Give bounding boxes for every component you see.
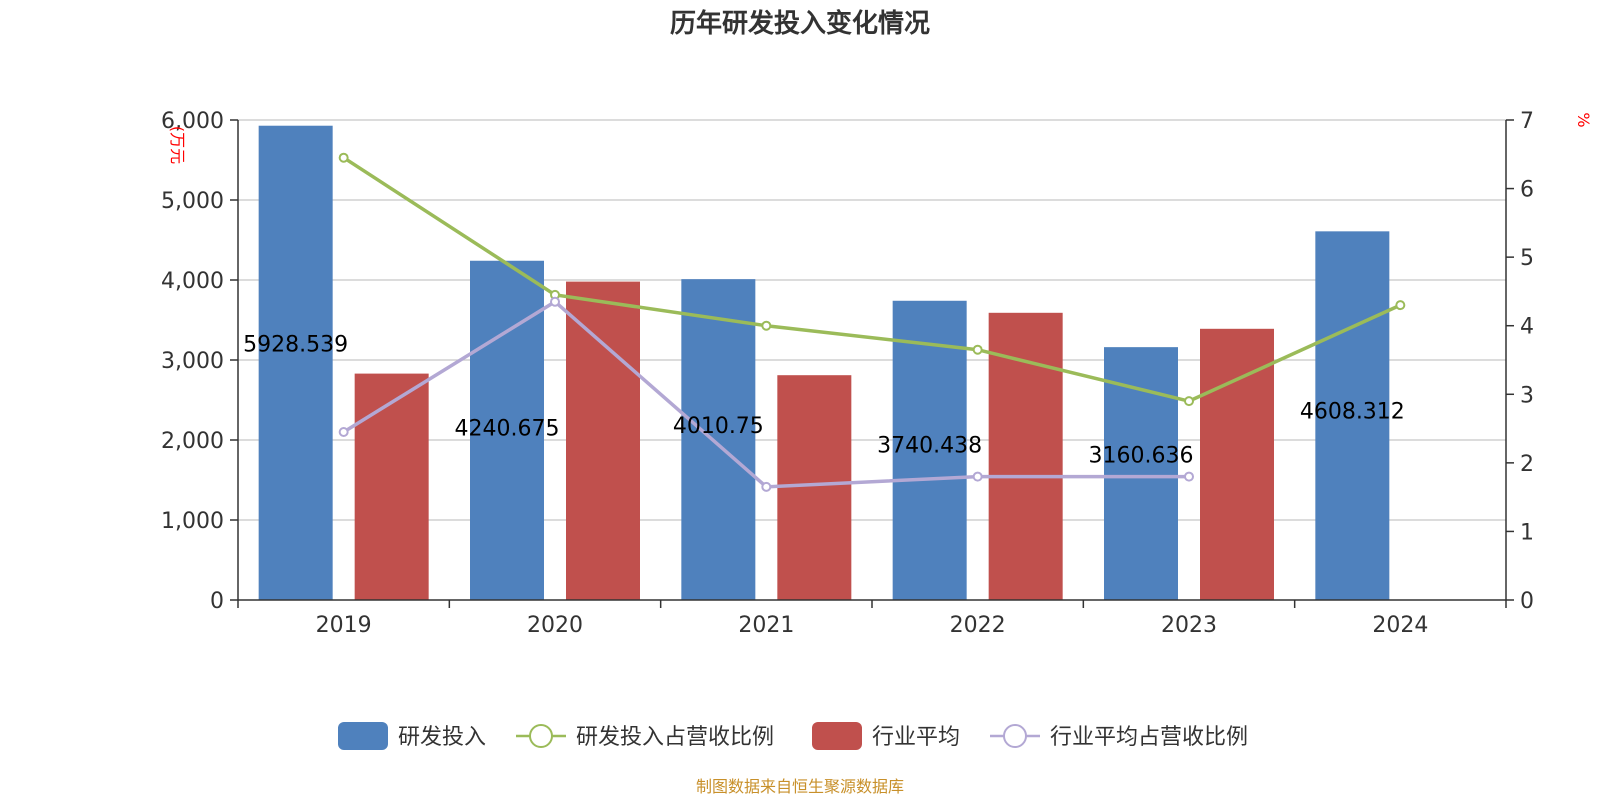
bar-rd-investment	[892, 300, 967, 600]
point-rd-ratio	[972, 344, 983, 355]
legend-marker	[529, 724, 553, 748]
y-right-tick-label: 3	[1520, 383, 1534, 408]
legend-item[interactable]: 研发投入占营收比例	[516, 724, 774, 750]
line-rd-ratio	[342, 156, 1402, 403]
legend-label: 行业平均	[872, 725, 960, 750]
y-left-tick-label: 4,000	[161, 269, 224, 294]
lines	[338, 152, 1406, 492]
bar-industry-average	[566, 281, 640, 600]
y-left-tick-label: 6,000	[161, 109, 224, 134]
bar-rd-investment	[681, 279, 756, 600]
bars	[258, 125, 1390, 601]
bar-industry-average	[777, 375, 852, 600]
data-label: 4608.312	[1300, 399, 1405, 424]
data-label: 3160.636	[1089, 444, 1194, 469]
y-right-tick-label: 5	[1520, 246, 1534, 271]
y-right-tick-label: 7	[1520, 109, 1534, 134]
point-rd-ratio	[338, 152, 349, 163]
y-left-tick-label: 1,000	[161, 509, 224, 534]
x-tick-label: 2019	[316, 613, 372, 638]
data-labels: 5928.539 4240.675 4010.75 3740.438 3160.636 4…	[243, 332, 1405, 468]
point-rd-ratio	[1395, 300, 1406, 311]
x-tick-label: 2020	[527, 613, 583, 638]
legend-item[interactable]: 行业平均占营收比例	[990, 724, 1248, 750]
x-tick-label: 2022	[950, 613, 1006, 638]
point-industry-ratio	[761, 481, 772, 492]
chart-title: 历年研发投入变化情况	[670, 8, 930, 39]
point-industry-ratio	[972, 471, 983, 482]
data-label: 4010.75	[673, 414, 764, 439]
point-industry-ratio	[338, 427, 349, 437]
legend-item[interactable]: 研发投入	[338, 722, 486, 750]
data-label: 5928.539	[243, 332, 348, 357]
source-note: 制图数据来自恒生聚源数据库	[696, 777, 904, 796]
y-right-tick-label: 1	[1520, 520, 1534, 545]
bar-industry-average	[1200, 328, 1274, 600]
legend-swatch	[338, 722, 388, 750]
y-left-tick-label: 3,000	[161, 349, 224, 374]
legend-swatch	[812, 722, 862, 750]
point-industry-ratio	[550, 296, 560, 307]
y-left-tick-label: 5,000	[161, 189, 224, 214]
y-right-tick-label: 6	[1520, 178, 1534, 203]
point-industry-ratio	[1184, 471, 1194, 482]
y-right-tick-label: 0	[1520, 589, 1534, 614]
data-label: 3740.438	[877, 433, 982, 458]
legend-label: 研发投入占营收比例	[576, 725, 774, 750]
bar-rd-investment	[1104, 347, 1178, 600]
data-label: 4240.675	[455, 417, 560, 442]
y-right-tick-label: 4	[1520, 315, 1534, 340]
bar-rd-investment	[258, 125, 333, 600]
bar-industry-average	[354, 373, 429, 600]
legend-label: 行业平均占营收比例	[1050, 725, 1248, 750]
axes: 2019 2020 2021 2022 2023 2024 0 1,000 2,000 3,000…	[161, 109, 1534, 638]
legend-marker	[1003, 724, 1027, 748]
bar-rd-investment	[1315, 231, 1390, 601]
legend-item[interactable]: 行业平均	[812, 722, 960, 750]
y-right-unit: %	[1574, 112, 1593, 127]
x-tick-label: 2024	[1372, 613, 1428, 638]
y-left-tick-label: 0	[210, 589, 224, 614]
y-left-unit: (万元	[168, 126, 187, 164]
legend[interactable]: 研发投入 研发投入占营收比例 行业平均 行业平均占营收比例	[338, 722, 1248, 750]
x-tick-label: 2023	[1161, 613, 1217, 638]
point-rd-ratio	[761, 320, 772, 331]
point-rd-ratio	[1184, 396, 1194, 407]
y-left-tick-label: 2,000	[161, 429, 224, 454]
legend-label: 研发投入	[398, 725, 486, 750]
y-right-tick-label: 2	[1520, 452, 1534, 477]
x-tick-label: 2021	[738, 613, 794, 638]
gridlines	[238, 119, 1506, 521]
